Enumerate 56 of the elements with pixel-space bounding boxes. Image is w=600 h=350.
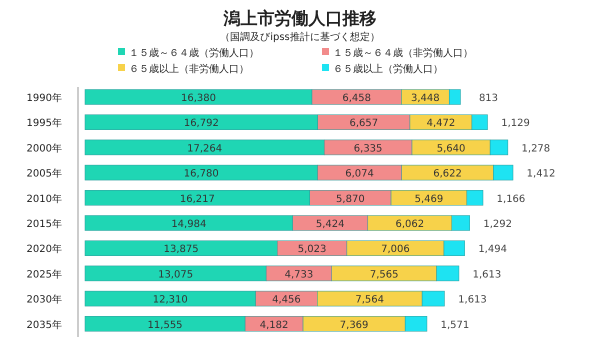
y-tick-label: 2005年 (26, 168, 62, 180)
data-label: 17,264 (187, 143, 222, 154)
data-label: 5,640 (436, 143, 466, 154)
y-tick-label: 2010年 (26, 192, 62, 205)
data-label: 16,792 (184, 118, 219, 130)
y-tick-label: 2015年 (26, 218, 62, 230)
data-label: 7,565 (370, 269, 398, 280)
data-label: 4,456 (272, 294, 301, 306)
y-tick-label: 2030年 (26, 294, 62, 306)
data-label: 1,412 (526, 168, 556, 180)
data-label: 1,613 (472, 269, 502, 280)
legend-label: ６５歳以上（非労働人口） (129, 63, 249, 75)
data-label: 1,129 (501, 118, 530, 130)
data-label: 1,292 (483, 219, 512, 230)
data-label: 7,006 (381, 244, 410, 256)
chart-subtitle: （国調及びipss推計に基づく想定） (220, 31, 380, 43)
data-label: 1,166 (496, 194, 526, 205)
data-label: 3,448 (411, 93, 440, 104)
y-tick-label: 2035年 (26, 318, 62, 331)
data-label: 6,622 (433, 168, 462, 180)
legend-label: １５歳～６４歳（非労働人口） (333, 47, 473, 59)
data-label: 6,657 (349, 118, 378, 130)
chart-title: 潟上市労働人口推移 (222, 9, 376, 29)
data-label: 16,780 (184, 168, 219, 180)
data-label: 6,062 (395, 219, 424, 230)
data-label: 4,182 (260, 320, 288, 331)
data-label: 813 (478, 93, 498, 104)
data-label: 1,278 (522, 143, 550, 154)
data-label: 4,733 (284, 269, 314, 280)
data-label: 7,369 (340, 320, 368, 331)
data-label: 6,335 (354, 143, 382, 154)
legend-label: １５歳～６４歳（労働人口） (129, 47, 259, 59)
data-label: 16,217 (180, 194, 215, 205)
data-label: 1,494 (478, 244, 507, 256)
data-label: 14,984 (171, 219, 206, 230)
y-tick-label: 2000年 (26, 142, 62, 154)
y-tick-label: 1995年 (26, 117, 62, 130)
data-label: 16,380 (180, 93, 216, 104)
data-label: 13,875 (164, 244, 199, 256)
data-label: 1,571 (440, 320, 470, 331)
data-label: 5,870 (336, 194, 365, 205)
data-label: 6,458 (342, 93, 372, 104)
data-label: 12,310 (152, 294, 188, 306)
data-label: 1,613 (458, 294, 487, 306)
data-label: 5,424 (316, 219, 345, 230)
data-label: 7,564 (355, 294, 384, 306)
y-tick-label: 2025年 (26, 268, 62, 280)
y-tick-label: 2020年 (26, 243, 62, 256)
data-label: 13,075 (158, 269, 194, 280)
data-label: 11,555 (148, 320, 183, 331)
data-label: 5,023 (298, 244, 326, 256)
data-label: 6,074 (345, 168, 374, 180)
legend-label: ６５歳以上（労働人口） (333, 63, 443, 75)
data-label: 5,469 (414, 194, 444, 205)
y-tick-label: 1990年 (26, 92, 62, 104)
data-label: 4,472 (426, 118, 456, 130)
